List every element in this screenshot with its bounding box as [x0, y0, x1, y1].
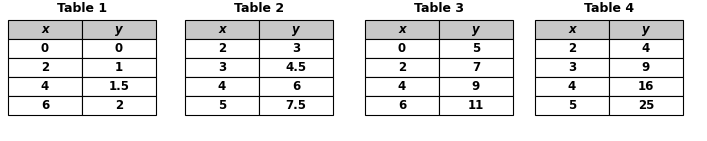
Text: 4: 4: [642, 42, 650, 55]
Bar: [609, 77, 683, 96]
Text: x: x: [398, 23, 406, 36]
Text: Table 2: Table 2: [234, 2, 284, 15]
Text: 3: 3: [218, 61, 226, 74]
Bar: [82, 77, 156, 96]
Text: 3: 3: [292, 42, 300, 55]
Text: 9: 9: [472, 80, 480, 93]
Text: 11: 11: [468, 99, 484, 112]
Text: 3: 3: [568, 61, 576, 74]
Bar: [365, 96, 439, 115]
Text: y: y: [115, 23, 123, 36]
Bar: [259, 77, 333, 96]
Bar: [8, 58, 82, 77]
Text: 1: 1: [115, 61, 123, 74]
Text: 2: 2: [41, 61, 49, 74]
Text: Table 3: Table 3: [414, 2, 464, 15]
Bar: [365, 39, 439, 58]
Text: 7: 7: [472, 61, 480, 74]
Text: 0: 0: [41, 42, 49, 55]
Bar: [439, 96, 513, 115]
Text: 4: 4: [218, 80, 226, 93]
Bar: [609, 58, 683, 77]
Bar: [185, 39, 259, 58]
Bar: [259, 96, 333, 115]
Bar: [365, 20, 439, 39]
Bar: [259, 39, 333, 58]
Bar: [259, 58, 333, 77]
Text: y: y: [292, 23, 300, 36]
Text: 16: 16: [638, 80, 654, 93]
Text: 25: 25: [638, 99, 654, 112]
Bar: [8, 39, 82, 58]
Text: 2: 2: [218, 42, 226, 55]
Bar: [439, 20, 513, 39]
Bar: [185, 96, 259, 115]
Text: 2: 2: [398, 61, 406, 74]
Text: x: x: [41, 23, 49, 36]
Text: 0: 0: [115, 42, 123, 55]
Bar: [439, 58, 513, 77]
Text: 4: 4: [568, 80, 576, 93]
Text: 5: 5: [568, 99, 576, 112]
Text: 4: 4: [41, 80, 49, 93]
Text: 7.5: 7.5: [286, 99, 307, 112]
Text: 6: 6: [292, 80, 300, 93]
Text: 1.5: 1.5: [108, 80, 129, 93]
Text: 0: 0: [398, 42, 406, 55]
Text: 9: 9: [642, 61, 650, 74]
Bar: [365, 77, 439, 96]
Bar: [185, 77, 259, 96]
Bar: [259, 20, 333, 39]
Text: 6: 6: [398, 99, 406, 112]
Text: 5: 5: [218, 99, 226, 112]
Bar: [609, 96, 683, 115]
Text: y: y: [472, 23, 480, 36]
Bar: [609, 39, 683, 58]
Bar: [439, 39, 513, 58]
Text: 4.5: 4.5: [286, 61, 307, 74]
Bar: [185, 58, 259, 77]
Bar: [82, 39, 156, 58]
Bar: [8, 20, 82, 39]
Text: 6: 6: [41, 99, 49, 112]
Text: 5: 5: [472, 42, 480, 55]
Text: 2: 2: [115, 99, 123, 112]
Bar: [439, 77, 513, 96]
Text: 4: 4: [398, 80, 406, 93]
Bar: [82, 20, 156, 39]
Text: y: y: [642, 23, 650, 36]
Bar: [535, 96, 609, 115]
Bar: [8, 96, 82, 115]
Bar: [535, 58, 609, 77]
Text: Table 1: Table 1: [57, 2, 107, 15]
Bar: [609, 20, 683, 39]
Text: 2: 2: [568, 42, 576, 55]
Bar: [82, 58, 156, 77]
Bar: [535, 20, 609, 39]
Text: x: x: [568, 23, 575, 36]
Bar: [365, 58, 439, 77]
Text: x: x: [218, 23, 226, 36]
Text: Table 4: Table 4: [584, 2, 634, 15]
Bar: [185, 20, 259, 39]
Bar: [8, 77, 82, 96]
Bar: [535, 77, 609, 96]
Bar: [82, 96, 156, 115]
Bar: [535, 39, 609, 58]
